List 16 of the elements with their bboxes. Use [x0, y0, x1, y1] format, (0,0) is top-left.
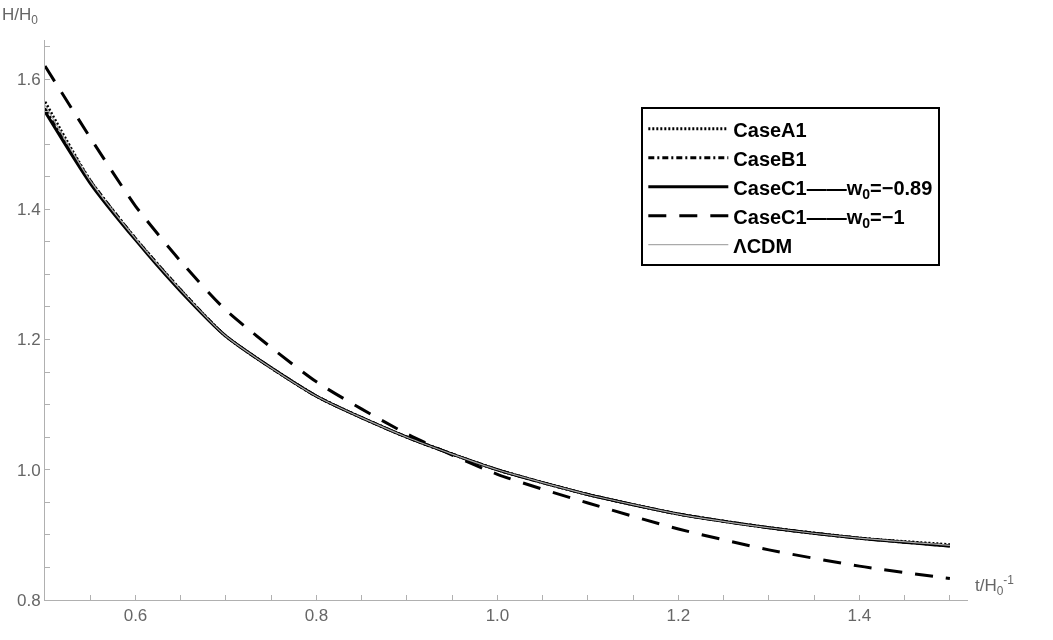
x-tick-label: 1.0: [485, 606, 510, 626]
x-tick-label: 1.4: [847, 606, 872, 626]
y-axis-title: H/H$_{0}$: [2, 5, 39, 27]
y-tick-label: 1.2: [16, 330, 41, 350]
x-tick-label: 0.8: [304, 606, 329, 626]
legend-label: ΛCDM: [733, 234, 793, 257]
legend-label: CaseC1——w$_{0}$=−1: [733, 205, 905, 231]
y-tick-label: 0.8: [16, 590, 41, 610]
y-tick-label: 1.0: [16, 460, 41, 480]
legend-label: CaseB1: [733, 147, 807, 170]
y-tick-label: 1.4: [16, 200, 41, 220]
legend-label: CaseC1——w$_{0}$=−0.89: [733, 176, 933, 202]
x-tick-label: 0.6: [123, 606, 148, 626]
legend-label: CaseA1: [733, 118, 807, 141]
x-tick-label: 1.2: [666, 606, 691, 626]
y-tick-label: 1.6: [16, 70, 41, 90]
